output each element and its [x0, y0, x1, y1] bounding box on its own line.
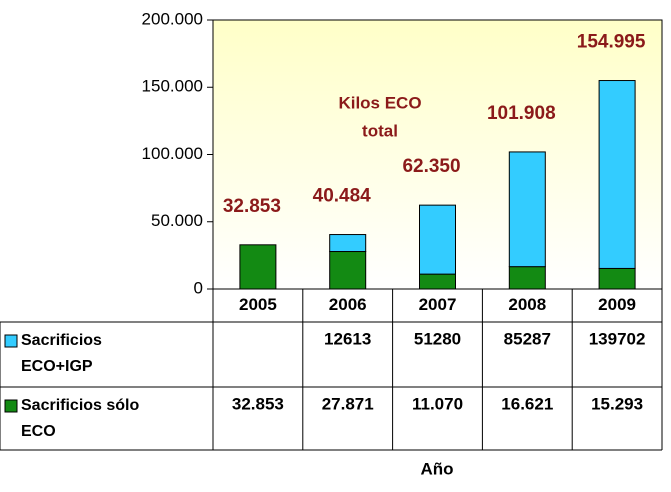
bar-segment	[419, 273, 456, 290]
total-label: 154.995	[577, 32, 646, 53]
y-tick-label: 50.000	[151, 211, 203, 230]
table-value: 12613	[324, 329, 371, 348]
x-tick-label: 2006	[329, 295, 367, 314]
table-value: 85287	[504, 329, 551, 348]
y-tick-label: 200.000	[142, 9, 203, 28]
x-tick-label: 2005	[239, 295, 277, 314]
bar-segment	[508, 266, 546, 290]
bar-segment	[329, 234, 367, 253]
bar-segment	[419, 204, 456, 275]
table-value: 32.853	[232, 394, 284, 413]
table-value: 51280	[414, 329, 461, 348]
y-tick-label: 100.000	[142, 144, 203, 163]
legend-text: Sacrificios sólo ECO	[21, 397, 140, 440]
bar-segment	[508, 151, 546, 268]
total-label: 40.484	[313, 186, 372, 207]
legend-label: Sacrificios sólo ECO	[21, 397, 140, 440]
table-value: 16.621	[501, 394, 553, 413]
bar-segment	[329, 251, 367, 290]
table-value: 11.070	[412, 394, 463, 413]
legend-swatch	[4, 399, 18, 413]
y-tick-label: 0	[194, 278, 203, 297]
bar-segment	[598, 267, 636, 290]
total-label: 32.853	[223, 196, 281, 217]
total-label: 101.908	[487, 103, 556, 124]
y-tick-label: 150.000	[142, 77, 203, 96]
x-tick-label: 2008	[508, 295, 546, 314]
table-value: 139702	[589, 329, 646, 348]
x-tick-label: 2007	[419, 295, 457, 314]
annotation: Kilos ECO	[338, 93, 421, 112]
bar-segment	[239, 244, 277, 290]
x-axis-label: Año	[420, 459, 453, 478]
legend-text: Sacrificios ECO+IGP	[21, 332, 102, 375]
bar-segment	[598, 80, 636, 269]
x-tick-label: 2009	[598, 295, 636, 314]
legend-swatch	[4, 334, 18, 348]
total-label: 62.350	[402, 156, 460, 177]
table-value: 27.871	[322, 394, 374, 413]
table-value: 15.293	[591, 394, 643, 413]
annotation: total	[362, 121, 398, 140]
legend-label: Sacrificios ECO+IGP	[21, 332, 102, 375]
